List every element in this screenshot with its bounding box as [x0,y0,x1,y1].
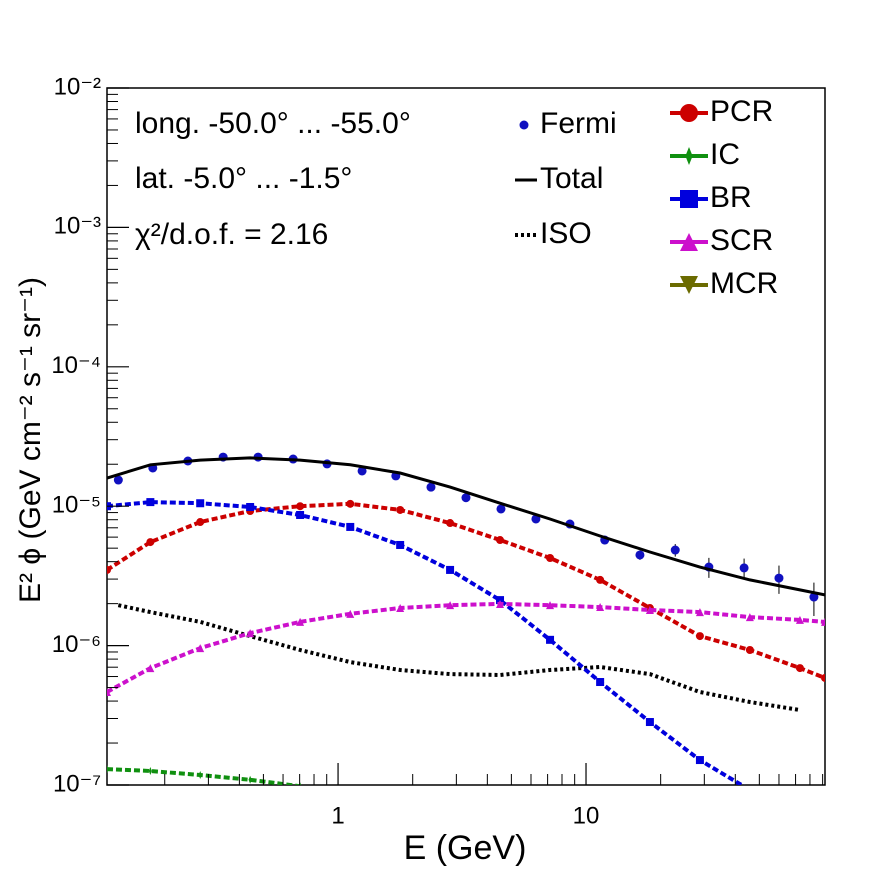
series-line [107,767,301,785]
y-tick-label: 10⁻³ [54,213,101,240]
marker [546,601,555,610]
annotation: χ²/d.o.f. = 2.16 [135,218,328,251]
marker [546,635,555,644]
marker [296,502,305,511]
marker [739,563,749,573]
marker [496,536,505,545]
y-tick-label: 10⁻⁴ [51,352,101,379]
marker [148,767,152,776]
marker [396,505,405,514]
marker [146,498,155,507]
marker [198,770,202,779]
marker [426,482,436,492]
annotation: long. -50.0° ... -55.0° [135,107,411,140]
x-tick-label: 10 [573,802,600,829]
series-line [117,603,801,712]
marker [695,632,704,641]
marker [248,775,252,784]
marker [461,493,471,503]
legend-label: IC [710,138,740,171]
x-axis-label: E (GeV) [404,829,527,867]
marker [745,645,754,654]
legend-label: Total [540,162,603,195]
marker [446,601,455,610]
marker [695,756,704,765]
marker [496,504,506,514]
marker [596,603,605,612]
x-tick-label: 1 [331,802,344,829]
y-tick-label: 10⁻⁷ [53,770,101,797]
marker [146,664,155,673]
marker [246,629,255,638]
marker [107,565,111,574]
marker [296,617,305,626]
marker [685,147,693,165]
marker [645,718,654,727]
series-line [107,456,825,597]
marker [680,276,698,294]
marker [795,615,804,624]
marker [446,519,455,528]
series-line [107,500,746,785]
y-axis-label: E² ϕ (GeV cm⁻² s⁻¹ sr⁻¹) [14,277,47,603]
marker [746,786,754,794]
series-line [107,601,825,694]
marker [146,538,155,547]
marker [680,190,698,208]
marker [107,765,109,774]
marker [809,592,819,602]
marker [246,502,255,511]
marker [396,540,405,549]
marker [357,466,367,476]
y-tick-label: 10⁻² [54,73,101,100]
marker [107,687,111,696]
marker [670,545,680,555]
legend-label: Fermi [540,107,617,140]
marker [113,475,123,485]
legend-label: PCR [710,95,773,128]
series-line [107,501,825,680]
marker [196,644,205,653]
marker [546,554,555,563]
marker [346,522,355,531]
legend-label: ISO [540,217,592,250]
plot-frame [106,87,826,786]
marker [346,499,355,508]
marker [446,565,455,574]
legend-label: MCR [710,267,778,300]
marker [596,678,605,687]
marker [821,617,825,626]
legend-label: BR [710,181,752,214]
marker [346,609,355,618]
marker [680,233,698,251]
marker [296,510,305,519]
marker [196,499,205,508]
marker [196,518,205,527]
marker [795,664,804,673]
marker [496,599,505,608]
marker [774,573,784,583]
marker [695,608,704,617]
marker [396,604,405,613]
marker [680,104,698,122]
marker [635,550,645,560]
annotation: lat. -5.0° ... -1.5° [135,162,352,195]
legend-marker [519,120,529,130]
marker [596,575,605,584]
marker [745,613,754,622]
y-tick-label: 10⁻⁵ [52,492,101,519]
marker [645,606,654,615]
y-tick-label: 10⁻⁶ [52,631,101,658]
marker [821,673,825,682]
legend-label: SCR [710,224,773,257]
